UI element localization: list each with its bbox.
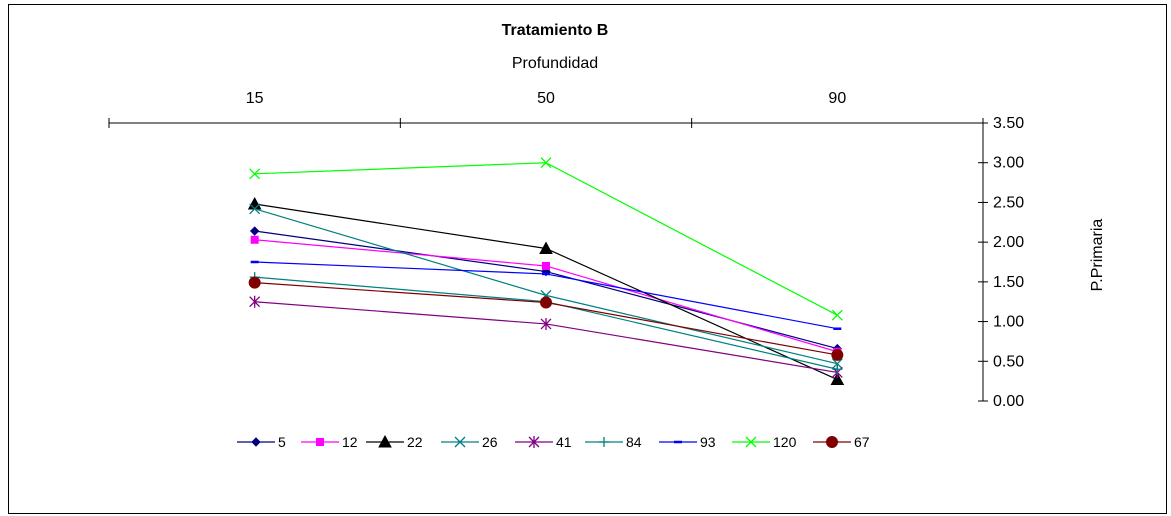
legend-item-41: 41 [515,434,572,450]
legend-item-93: 93 [659,434,716,450]
y-tick-label: 0.00 [993,393,1024,410]
y-tick-label: 1.00 [993,314,1024,331]
series-22 [247,196,845,386]
y-tick-label: 3.00 [993,155,1024,172]
y-axis-label: P.Primaria [1089,219,1106,292]
data-point [249,226,260,236]
data-point [832,364,843,375]
legend-item-26: 26 [441,434,498,450]
series-67 [248,276,844,361]
data-point [454,436,466,448]
data-point [540,296,552,309]
data-point [251,437,261,447]
legend-item-22: 22 [366,434,423,450]
legend-label: 12 [342,434,358,450]
data-point [249,203,261,215]
legend-label: 41 [556,434,572,450]
data-point [599,437,609,447]
legend-item-120: 120 [732,434,797,450]
legend-label: 84 [626,434,642,450]
series-26 [249,203,843,370]
data-point [316,438,324,446]
data-point [378,434,392,448]
x-axis-label: Profundidad [512,55,598,72]
data-point [831,348,844,361]
legend-label: 67 [854,434,870,450]
legend-label: 120 [773,434,797,450]
legend-item-84: 84 [585,434,642,450]
data-point [745,436,757,448]
legend-label: 22 [407,434,423,450]
series-120 [249,157,843,321]
x-tick-label: 15 [246,90,264,107]
series-line [254,162,838,316]
series-line [254,203,838,381]
data-point [826,436,838,448]
data-point [540,317,552,330]
x-tick-label: 90 [828,90,846,107]
y-tick-label: 1.50 [993,274,1024,291]
data-point [528,436,540,448]
data-point [540,157,552,169]
chart-title: Tratamiento B [502,22,609,39]
legend-item-12: 12 [301,434,358,450]
data-point [831,358,843,370]
data-point [248,276,261,289]
legend-label: 26 [482,434,498,450]
chart-frame: Tratamiento B Profundidad 15 50 90 0.00 0.50 1.… [8,4,1167,514]
legend-label: 93 [700,434,716,450]
data-point [247,196,262,210]
x-tick-label: 50 [537,90,555,107]
y-tick-label: 3.50 [993,115,1024,132]
y-tick-label: 2.00 [993,234,1024,251]
legend-item-67: 67 [813,434,870,450]
data-point [542,261,550,270]
data-point [250,235,259,244]
data-point [249,295,261,308]
data-point [249,168,261,180]
data-point [539,241,553,254]
data-point [830,372,845,386]
y-tick-label: 2.50 [993,194,1024,211]
line-chart: Tratamiento B Profundidad 15 50 90 0.00 0.50 1.… [108,22,1106,450]
data-point [831,309,843,321]
series-93 [250,260,842,330]
y-tick-label: 0.50 [993,353,1024,370]
legend-item-5: 5 [237,434,286,450]
legend-label: 5 [278,434,286,450]
